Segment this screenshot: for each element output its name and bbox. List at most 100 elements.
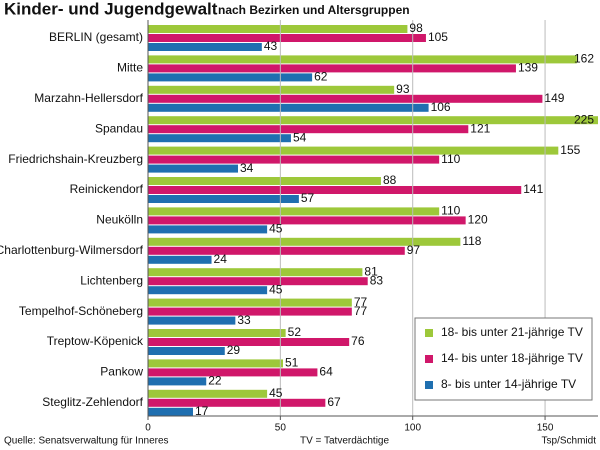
bar [148, 316, 236, 325]
value-label: 155 [560, 143, 580, 157]
bar [148, 359, 283, 368]
bar [148, 195, 299, 203]
bar [148, 277, 368, 286]
value-label: 77 [354, 295, 368, 309]
bar [148, 177, 381, 185]
value-label: 105 [428, 30, 448, 44]
bar [148, 329, 286, 337]
bar [148, 368, 318, 377]
bar [148, 237, 461, 246]
bar [148, 216, 466, 225]
chart-title: Kinder- und Jugendgewalt [4, 0, 218, 18]
value-label: 97 [407, 243, 421, 257]
value-label: 81 [364, 264, 378, 278]
bar [148, 286, 268, 295]
value-label: 149 [544, 91, 564, 105]
note: TV = Tatverdächtige [300, 436, 389, 447]
y-tick-label: Pankow [100, 365, 143, 379]
chart-subtitle: nach Bezirken und Altersgruppen [218, 3, 410, 17]
bar [148, 207, 440, 216]
value-label: 93 [396, 82, 410, 96]
value-label: 88 [383, 173, 397, 187]
y-tick-label: Charlottenburg-Wilmersdorf [0, 243, 144, 257]
bar [148, 186, 522, 194]
value-label: 139 [518, 61, 538, 75]
value-label: 162 [574, 52, 594, 66]
value-label: 24 [214, 252, 228, 266]
legend-label: 18- bis unter 21-jährige TV [441, 325, 583, 339]
value-label: 33 [237, 313, 251, 327]
value-label: 120 [468, 213, 488, 227]
bar [148, 164, 238, 173]
bar [148, 307, 352, 316]
value-label: 45 [269, 282, 283, 296]
value-label: 51 [285, 356, 299, 370]
legend-label: 14- bis unter 18-jährige TV [441, 351, 583, 365]
bar [148, 389, 268, 398]
value-label: 45 [269, 386, 283, 400]
x-tick-label: 150 [537, 423, 554, 434]
value-label: 106 [431, 100, 451, 114]
bar [148, 43, 262, 51]
value-label: 110 [441, 152, 460, 166]
bar [148, 407, 193, 416]
bar [148, 347, 225, 355]
y-tick-label: Treptow-Köpenick [47, 334, 144, 348]
bar [148, 246, 405, 255]
legend-box [414, 317, 593, 401]
y-tick-label: Friedrichshain-Kreuzberg [8, 152, 143, 166]
y-tick-label: Mitte [117, 61, 143, 75]
bar [148, 398, 326, 407]
bars [148, 25, 598, 416]
bar [148, 298, 352, 307]
bar [148, 25, 408, 33]
value-label: 45 [269, 222, 283, 236]
value-label: 17 [195, 404, 209, 418]
bar [148, 268, 363, 277]
bar [148, 73, 313, 82]
x-tick-label: 0 [145, 423, 151, 434]
bar [148, 146, 559, 155]
y-tick-label: Tempelhof-Schöneberg [19, 304, 143, 318]
bar [148, 55, 577, 64]
bar [148, 338, 350, 346]
value-label: 52 [288, 325, 302, 339]
value-label: 110 [441, 204, 460, 218]
value-label: 76 [351, 334, 365, 348]
value-label: 54 [293, 130, 307, 144]
y-tick-label: Neukölln [96, 213, 143, 227]
value-label: 34 [240, 161, 254, 175]
y-tick-label: Spandau [95, 121, 143, 135]
value-label: 225 [574, 112, 594, 126]
bar [148, 134, 291, 143]
bar [148, 85, 395, 94]
bar [148, 255, 212, 264]
value-label: 67 [327, 395, 341, 409]
bar [148, 155, 440, 164]
value-label: 141 [523, 182, 543, 196]
legend-label: 8- bis unter 14-jährige TV [441, 377, 576, 391]
value-label: 98 [409, 21, 423, 35]
value-label: 22 [208, 374, 222, 388]
legend-swatch [425, 355, 433, 363]
value-label: 29 [227, 343, 241, 357]
value-label: 83 [370, 273, 384, 287]
y-tick-label: Reinickendorf [70, 182, 144, 196]
value-label: 64 [319, 365, 333, 379]
credit: Tsp/Schmidt [542, 436, 597, 447]
value-label: 77 [354, 304, 368, 318]
value-label: 43 [264, 39, 278, 53]
bar [148, 64, 516, 73]
value-label: 121 [470, 121, 490, 135]
value-label: 62 [314, 70, 328, 84]
y-tick-label: Marzahn-Hellersdorf [34, 91, 143, 105]
value-label: 118 [462, 234, 481, 248]
bar [148, 377, 207, 386]
legend-swatch [425, 381, 433, 389]
y-tick-label: BERLIN (gesamt) [49, 30, 143, 44]
bar [148, 225, 268, 234]
legend-swatch [425, 329, 433, 337]
source: Quelle: Senatsverwaltung für Inneres [4, 436, 169, 447]
bar [148, 116, 598, 125]
y-tick-label: Steglitz-Zehlendorf [42, 395, 143, 409]
